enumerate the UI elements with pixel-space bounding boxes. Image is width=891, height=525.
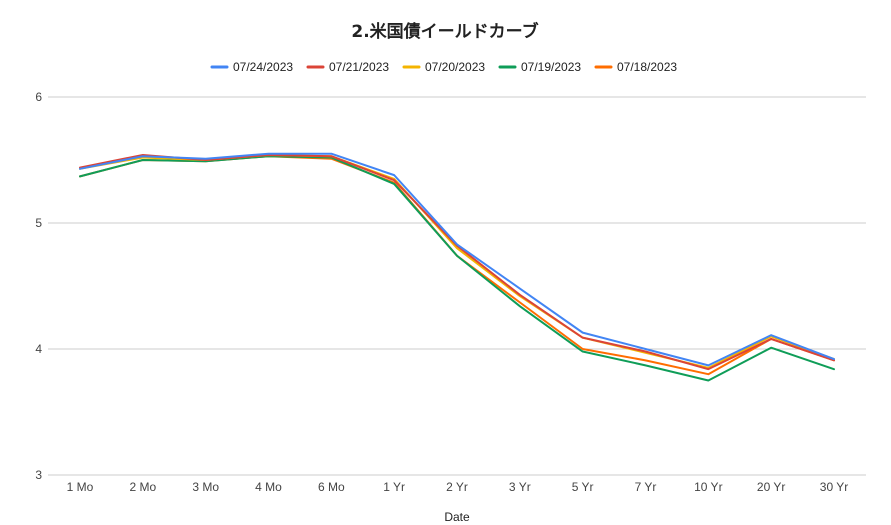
x-tick-label: 6 Mo [318,480,345,494]
legend-label: 07/19/2023 [521,60,581,74]
x-tick-label: 3 Yr [509,480,531,494]
legend: 07/24/2023 07/21/2023 07/20/2023 07/19/2023… [210,60,677,74]
x-axis-label: Date [444,510,470,524]
y-tick-label: 5 [35,216,42,230]
legend-label: 07/18/2023 [617,60,677,74]
series-line-07-24-2023 [79,152,835,367]
x-axis: 1 Mo 2 Mo 3 Mo 4 Mo 6 Mo 1 Yr 2 Yr 3 Yr 5 Yr 7 Yr… [67,480,849,494]
legend-label: 07/21/2023 [329,60,389,74]
chart-title: 2.米国債イールドカーブ [351,21,538,42]
x-tick-label: 2 Mo [129,480,156,494]
legend-label: 07/24/2023 [233,60,293,74]
legend-label: 07/20/2023 [425,60,485,74]
series-line-07-20-2023 [79,153,835,369]
legend-item: 07/24/2023 [210,60,293,74]
x-tick-label: 1 Mo [67,480,94,494]
x-tick-label: 30 Yr [820,480,848,494]
x-tick-label: 2 Yr [446,480,468,494]
series-line-07-19-2023 [79,155,835,382]
series-line-07-21-2023 [79,153,835,371]
y-tick-label: 6 [35,90,42,104]
y-axis: 3 4 5 6 [35,90,42,482]
legend-item: 07/19/2023 [498,60,581,74]
x-tick-label: 10 Yr [694,480,722,494]
legend-item: 07/21/2023 [306,60,389,74]
x-tick-label: 20 Yr [757,480,785,494]
series-line-07-18-2023 [79,155,835,376]
y-tick-label: 3 [35,468,42,482]
series-lines [79,152,835,382]
x-tick-label: 1 Yr [383,480,405,494]
x-tick-label: 4 Mo [255,480,282,494]
gridlines [48,96,866,476]
y-tick-label: 4 [35,342,42,356]
legend-item: 07/20/2023 [402,60,485,74]
x-tick-label: 3 Mo [192,480,219,494]
x-tick-label: 7 Yr [635,480,657,494]
x-tick-label: 5 Yr [572,480,594,494]
legend-item: 07/18/2023 [594,60,677,74]
